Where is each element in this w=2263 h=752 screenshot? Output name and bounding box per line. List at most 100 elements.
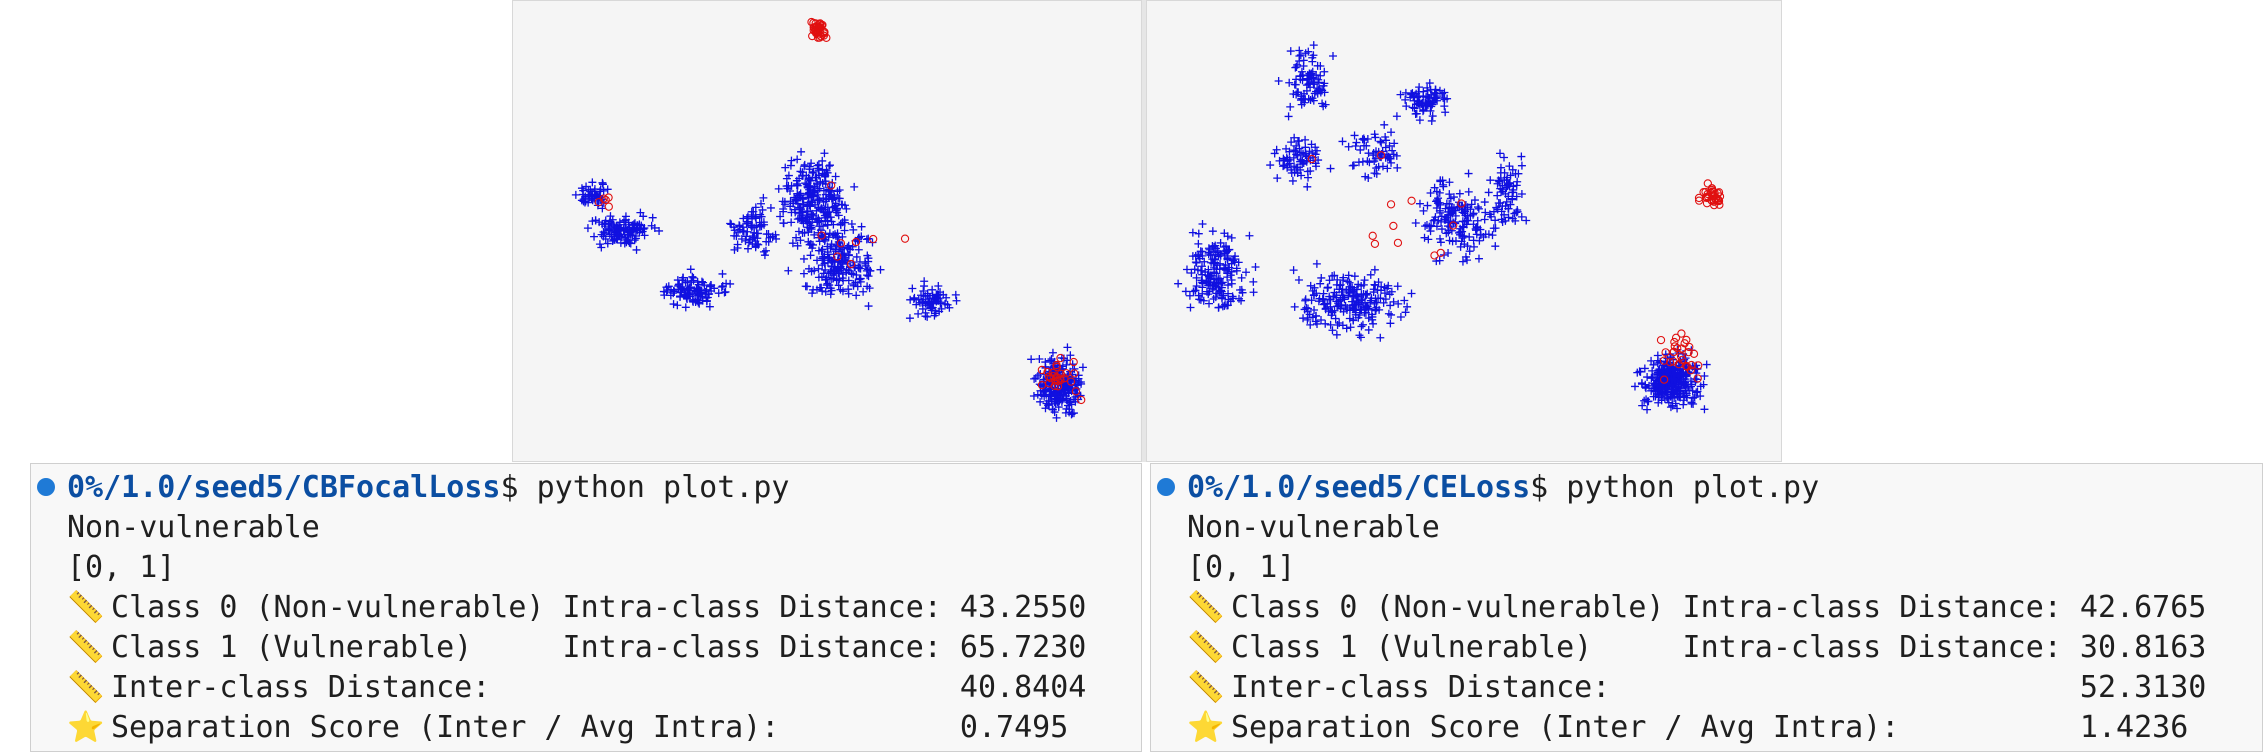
- class0-marker: [1502, 197, 1511, 206]
- class0-marker: [842, 265, 851, 274]
- class0-marker: [852, 270, 861, 279]
- class0-marker: [686, 265, 695, 274]
- class0-marker: [1295, 46, 1304, 55]
- class0-marker: [1349, 292, 1358, 301]
- class0-marker: [832, 276, 841, 285]
- class0-marker: [1381, 133, 1390, 142]
- metric-line: 📏 Inter-class Distance: 52.3130: [1187, 668, 2206, 708]
- class0-marker: [1374, 162, 1383, 171]
- class0-marker: [1284, 112, 1293, 121]
- class0-marker: [1301, 295, 1310, 304]
- class0-marker: [864, 272, 873, 281]
- class0-marker: [1266, 161, 1275, 170]
- class0-marker: [1305, 147, 1314, 156]
- class0-marker: [1311, 159, 1320, 168]
- class0-marker: [1427, 221, 1436, 230]
- class0-marker: [1194, 291, 1203, 300]
- class0-marker: [1700, 405, 1709, 414]
- class0-marker: [1235, 285, 1244, 294]
- class0-marker: [1036, 397, 1045, 406]
- class0-marker: [1512, 192, 1521, 201]
- class0-marker: [1304, 173, 1313, 182]
- class0-marker: [1426, 188, 1435, 197]
- class0-marker: [739, 214, 748, 223]
- class0-marker: [915, 298, 924, 307]
- class0-marker: [1501, 189, 1510, 198]
- class1-marker: [1077, 395, 1086, 405]
- terminal-right[interactable]: 0%/1.0/seed5/CELoss$ python plot.py Non-…: [1150, 463, 2263, 752]
- class0-marker: [1700, 372, 1709, 381]
- class0-marker: [1068, 409, 1077, 418]
- class0-marker: [1041, 358, 1050, 367]
- class0-marker: [1305, 310, 1314, 319]
- class0-marker: [1508, 195, 1517, 204]
- class0-marker: [613, 230, 622, 239]
- class0-marker: [1481, 230, 1490, 239]
- terminal-left[interactable]: 0%/1.0/seed5/CBFocalLoss$ python plot.py…: [30, 463, 1142, 752]
- class0-marker: [825, 161, 834, 170]
- class0-marker: [1363, 289, 1372, 298]
- prompt-line: 0%/1.0/seed5/CBFocalLoss$ python plot.py: [67, 468, 789, 508]
- class0-marker: [1356, 333, 1365, 342]
- class0-marker: [1473, 216, 1482, 225]
- class0-marker: [921, 308, 930, 317]
- scatter-plot-right-canvas: [1174, 41, 1725, 414]
- class0-marker: [917, 291, 926, 300]
- class0-marker: [1282, 144, 1291, 153]
- class0-marker: [1332, 280, 1341, 289]
- class0-marker: [699, 278, 708, 287]
- class0-marker: [590, 185, 599, 194]
- class0-marker: [1682, 371, 1691, 380]
- class0-marker: [1419, 87, 1428, 96]
- class0-marker: [1204, 281, 1213, 290]
- class1-marker: [1436, 248, 1445, 258]
- class0-marker: [1194, 229, 1203, 238]
- class0-marker: [1214, 303, 1223, 312]
- class0-marker: [640, 231, 649, 240]
- pane-divider[interactable]: [1142, 0, 1146, 462]
- class0-marker: [1066, 351, 1075, 360]
- class0-marker: [1461, 211, 1470, 220]
- class1-marker: [1669, 357, 1678, 366]
- class0-marker: [1308, 286, 1317, 295]
- class0-marker: [815, 171, 824, 180]
- class0-marker: [595, 240, 604, 249]
- class0-marker: [1473, 203, 1482, 212]
- class0-marker: [755, 221, 764, 230]
- class0-marker: [1197, 262, 1206, 271]
- class0-marker: [1075, 378, 1084, 387]
- class0-marker: [854, 245, 863, 254]
- class1-marker: [1407, 196, 1416, 205]
- class0-marker: [750, 223, 759, 232]
- class0-marker: [1388, 146, 1397, 155]
- class0-marker: [571, 190, 580, 199]
- class0-marker: [620, 216, 629, 225]
- class0-marker: [1223, 301, 1232, 310]
- class0-marker: [673, 301, 682, 310]
- class0-marker: [1500, 175, 1509, 184]
- class0-marker: [825, 162, 834, 171]
- class0-marker: [1279, 162, 1288, 171]
- class1-marker: [1037, 380, 1047, 390]
- class0-marker: [648, 213, 657, 222]
- class1-marker: [1037, 365, 1047, 375]
- class0-marker: [829, 191, 838, 200]
- class0-marker: [1454, 198, 1463, 207]
- class0-marker: [1286, 102, 1295, 111]
- class1-marker: [1056, 369, 1066, 378]
- class0-marker: [603, 239, 612, 248]
- class0-marker: [823, 248, 832, 257]
- class0-marker: [1345, 278, 1354, 287]
- class0-marker: [1228, 292, 1237, 301]
- class0-marker: [1188, 228, 1197, 237]
- class0-marker: [789, 199, 798, 208]
- class1-marker: [1694, 196, 1704, 205]
- class0-marker: [1401, 95, 1410, 104]
- class0-marker: [1287, 138, 1296, 147]
- class0-marker: [1289, 146, 1298, 155]
- class0-marker: [1219, 291, 1228, 300]
- class0-marker: [1336, 304, 1345, 313]
- class1-marker: [1386, 200, 1396, 209]
- class0-marker: [758, 205, 767, 214]
- metric-line: ⭐ Separation Score (Inter / Avg Intra): 1…: [1187, 708, 2188, 748]
